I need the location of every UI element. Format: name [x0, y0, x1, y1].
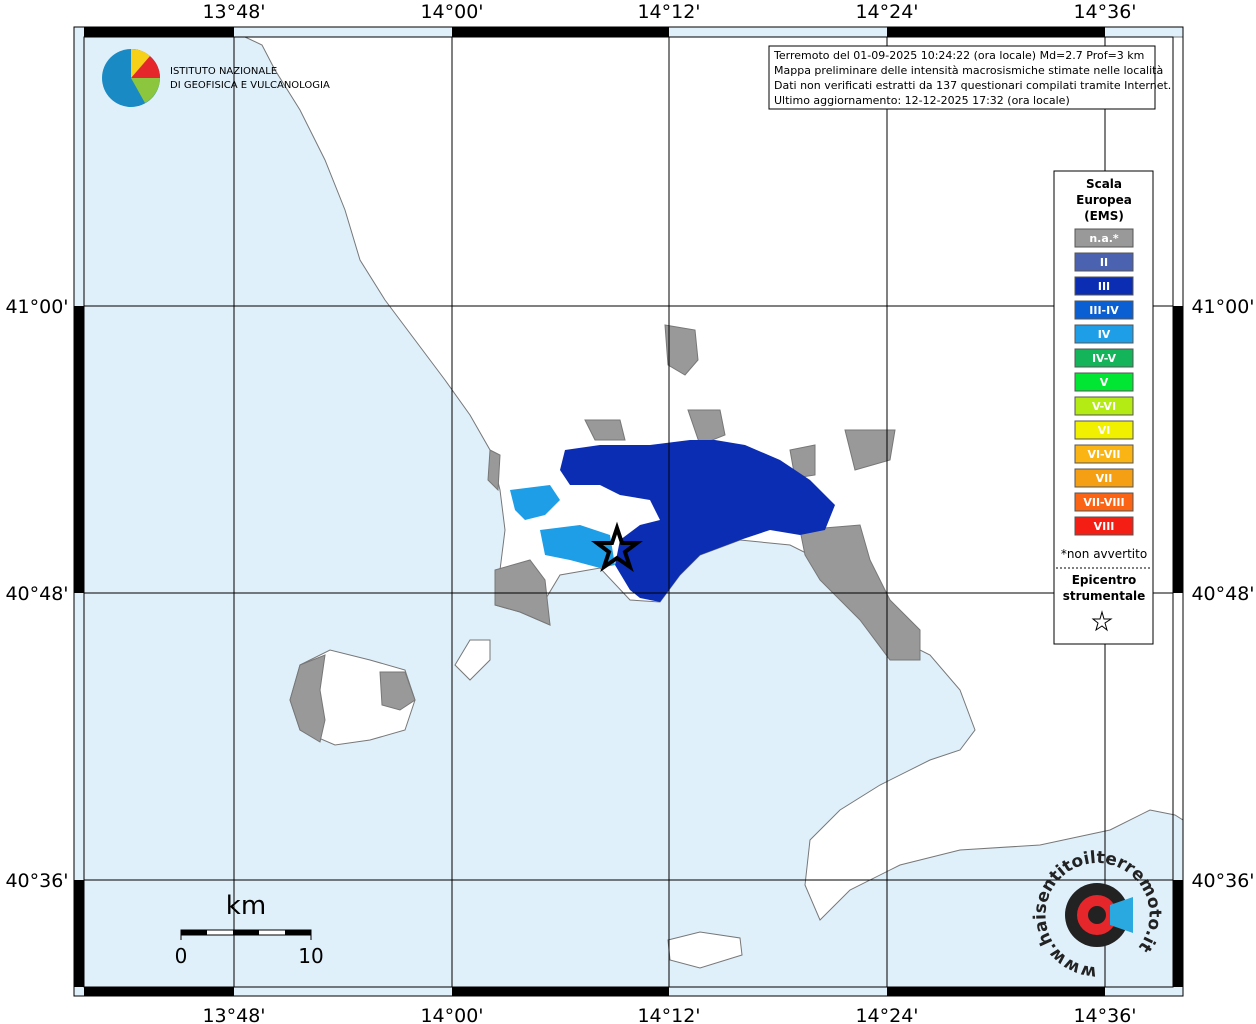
legend-swatch: [1074, 444, 1134, 464]
legend-label: VI: [1098, 424, 1111, 437]
info-line: Ultimo aggiornamento: 12-12-2025 17:32 (…: [774, 94, 1070, 107]
procida: [454, 639, 491, 681]
legend-label: VIII: [1094, 520, 1115, 533]
x-tick-label: 14°36': [1073, 1005, 1136, 1024]
legend-swatch: [1074, 372, 1134, 392]
x-tick-label: 13°48': [202, 1005, 265, 1024]
ingv-logo: ISTITUTO NAZIONALE DI GEOFISICA E VULCAN…: [102, 48, 330, 107]
legend-swatch: [1074, 468, 1134, 488]
x-tick-label: 13°48': [202, 1, 265, 23]
legend-note: *non avvertito: [1061, 547, 1147, 561]
legend-swatch: [1074, 252, 1134, 272]
y-tick-label: 40°36': [1191, 870, 1254, 892]
legend-swatch: [1074, 300, 1134, 320]
y-tick-label: 41°00': [5, 296, 68, 318]
x-tick-label: 14°24': [855, 1, 918, 23]
x-tick-label: 14°12': [637, 1005, 700, 1024]
info-line: Terremoto del 01-09-2025 10:24:22 (ora l…: [773, 49, 1144, 62]
logo-text: ISTITUTO NAZIONALE: [170, 66, 277, 77]
scale-bar: km 0 10: [175, 891, 324, 968]
frame: [73, 26, 1184, 997]
x-tick-label: 14°24': [855, 1005, 918, 1024]
y-tick-label: 40°48': [5, 583, 68, 605]
gray-area: [664, 324, 699, 376]
legend-title: Scala: [1086, 177, 1122, 191]
graticule: [84, 37, 1173, 987]
legend-title: Europea: [1076, 193, 1132, 207]
legend-title: (EMS): [1084, 209, 1124, 223]
legend-swatch: [1074, 276, 1134, 296]
legend-epicenter: Epicentro: [1072, 573, 1137, 587]
legend-label: VII-VIII: [1083, 496, 1124, 509]
legend-label: IV-V: [1092, 352, 1117, 365]
scale-unit: km: [226, 891, 266, 921]
legend-epicenter: strumentale: [1063, 589, 1146, 603]
legend-label: III: [1098, 280, 1110, 293]
legend-label: II: [1100, 256, 1108, 269]
y-tick-label: 40°36': [5, 870, 68, 892]
legend-label: n.a.*: [1089, 232, 1119, 245]
legend-label: V-VI: [1092, 400, 1116, 413]
epicenter-star: [591, 521, 643, 573]
legend-star: [1091, 610, 1113, 632]
ischia-gray: [289, 654, 416, 743]
legend-swatch: [1074, 516, 1134, 536]
legend-swatch: [1074, 348, 1134, 368]
logo-text: DI GEOFISICA E VULCANOLOGIA: [170, 80, 330, 91]
x-tick-label: 14°00': [420, 1, 483, 23]
legend-swatch: [1074, 396, 1134, 416]
x-tick-label: 14°00': [420, 1005, 483, 1024]
legend-label: IV: [1098, 328, 1111, 341]
legend-label: VII: [1096, 472, 1113, 485]
legend-label: VI-VII: [1087, 448, 1120, 461]
x-tick-label: 14°12': [637, 1, 700, 23]
legend-swatch: [1074, 324, 1134, 344]
legend-swatch: [1074, 492, 1134, 512]
scale-label: 0: [175, 944, 188, 968]
scale-label: 10: [298, 944, 323, 968]
legend-label: III-IV: [1089, 304, 1119, 317]
intensity-iv: [510, 485, 615, 568]
info-line: Dati non verificati estratti da 137 ques…: [774, 79, 1171, 92]
y-tick-label: 41°00': [1191, 296, 1254, 318]
info-box: [768, 45, 1156, 110]
legend-label: V: [1100, 376, 1109, 389]
y-tick-label: 40°48': [1191, 583, 1254, 605]
gray-area: [487, 409, 896, 492]
info-line: Mappa preliminare delle intensità macros…: [774, 64, 1163, 77]
legend-swatch: [1074, 228, 1134, 248]
legend-swatch: [1074, 420, 1134, 440]
x-tick-label: 14°36': [1073, 1, 1136, 23]
capri: [667, 931, 743, 969]
